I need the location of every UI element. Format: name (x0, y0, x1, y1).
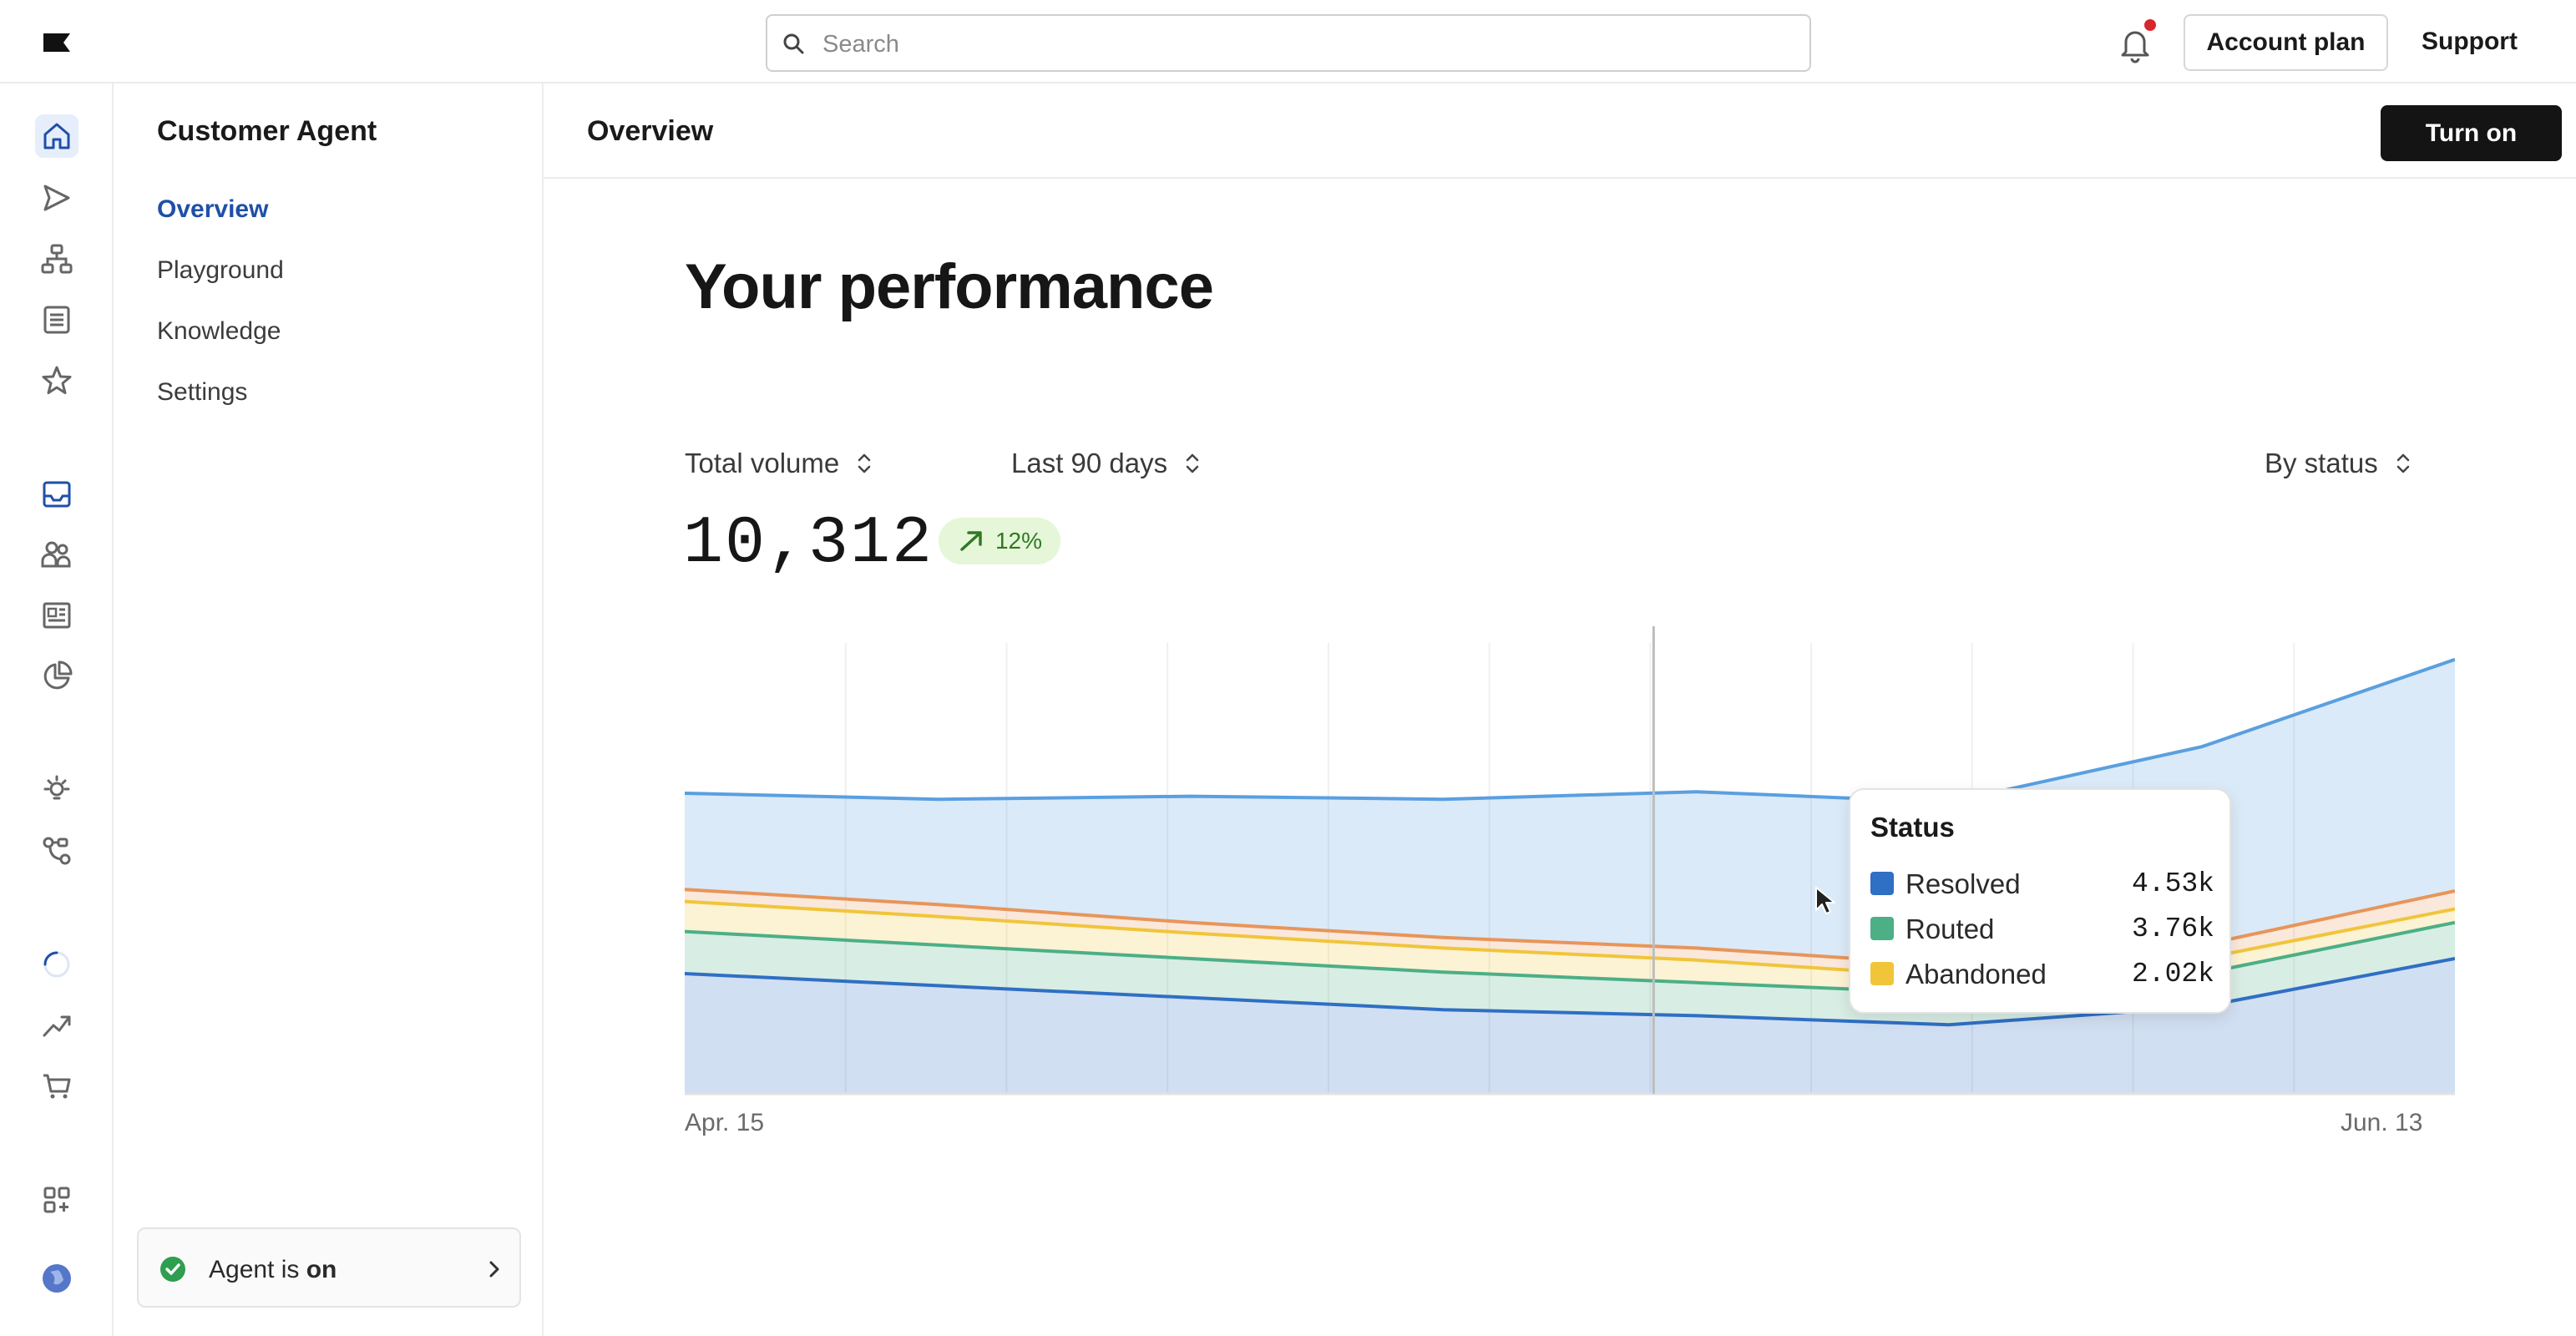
users-icon[interactable] (35, 533, 78, 576)
tooltip-value: 2.02k (2131, 959, 2214, 989)
tooltip-row-abandoned: Abandoned 2.02k (1870, 955, 2214, 992)
trend-up-icon (960, 531, 982, 551)
hierarchy-icon[interactable] (35, 237, 78, 281)
main-header: Overview Turn on (544, 84, 2576, 179)
tooltip-row-resolved: Resolved 4.53k (1870, 865, 2214, 902)
chevron-right-icon (489, 1261, 499, 1278)
metric-select-label: Total volume (685, 448, 840, 478)
home-icon[interactable] (35, 114, 78, 158)
metric-select[interactable]: Total volume (685, 448, 874, 479)
legend-swatch (1870, 872, 1894, 895)
nav-item-overview[interactable]: Overview (157, 195, 269, 223)
agent-status-card[interactable]: Agent is on (137, 1227, 521, 1308)
performance-heading: Your performance (685, 251, 1214, 322)
trend-icon[interactable] (35, 1004, 78, 1047)
group-select-label: By status (2265, 448, 2378, 478)
sort-chevrons-icon (858, 453, 871, 473)
star-icon[interactable] (35, 359, 78, 402)
x-tick-label-start: Apr. 15 (685, 1109, 765, 1136)
nav-item-playground[interactable]: Playground (157, 256, 284, 284)
page-title: Overview (587, 115, 714, 147)
loading-icon (35, 943, 78, 986)
lightbulb-icon[interactable] (35, 768, 78, 812)
legend-swatch (1870, 962, 1894, 985)
tooltip-value: 3.76k (2131, 913, 2214, 944)
workflow-icon[interactable] (35, 829, 78, 873)
pie-chart-icon[interactable] (35, 655, 78, 698)
range-select-label: Last 90 days (1011, 448, 1168, 478)
search-placeholder: Search (822, 31, 899, 58)
logo-flag-icon[interactable] (42, 32, 72, 53)
support-link[interactable]: Support (2422, 28, 2518, 55)
document-list-icon[interactable] (35, 298, 78, 342)
area-abandoned (685, 901, 2455, 994)
secondary-nav: Customer Agent Overview Playground Knowl… (114, 84, 544, 1336)
nav-item-settings[interactable]: Settings (157, 378, 248, 406)
search-input[interactable]: Search (766, 14, 1811, 72)
turn-on-button[interactable]: Turn on (2381, 105, 2562, 161)
send-icon[interactable] (35, 176, 78, 220)
sort-chevrons-icon (1186, 453, 1199, 473)
x-tick-label-end: Jun. 13 (2341, 1109, 2423, 1136)
icon-rail (0, 84, 114, 1336)
bell-icon[interactable] (2116, 23, 2154, 63)
tooltip-value: 4.53k (2131, 868, 2214, 899)
area-resolved (685, 959, 2455, 1094)
avatar-globe-icon[interactable] (35, 1257, 78, 1300)
total-volume-value: 10,312 (683, 506, 934, 582)
range-select[interactable]: Last 90 days (1011, 448, 1202, 479)
tooltip-row-routed: Routed 3.76k (1870, 910, 2214, 947)
section-title: Customer Agent (157, 115, 377, 147)
line-series-4 (684, 657, 2456, 804)
group-select[interactable]: By status (2265, 448, 2413, 479)
search-icon (783, 33, 804, 54)
notification-dot (2144, 19, 2156, 31)
mouse-cursor-icon (1815, 887, 1835, 914)
nav-item-knowledge[interactable]: Knowledge (157, 317, 281, 345)
apps-icon[interactable] (35, 1178, 78, 1222)
agent-status-text: Agent is on (209, 1256, 337, 1283)
change-badge: 12% (939, 518, 1060, 564)
cart-icon[interactable] (35, 1065, 78, 1108)
chart-tooltip: Status Resolved 4.53k Routed 3.76k Aband… (1849, 788, 2231, 1014)
check-circle-icon (160, 1257, 185, 1282)
tooltip-label: Abandoned (1905, 959, 2047, 989)
newspaper-icon[interactable] (35, 594, 78, 637)
account-plan-button[interactable]: Account plan (2184, 14, 2388, 71)
tooltip-title: Status (1870, 812, 1955, 843)
change-value: 12% (994, 528, 1043, 554)
top-bar: Search Account plan Support (0, 0, 2576, 84)
sort-chevrons-icon (2396, 453, 2409, 473)
legend-swatch (1870, 917, 1894, 940)
tooltip-label: Resolved (1905, 868, 2021, 899)
tooltip-label: Routed (1905, 913, 1995, 944)
inbox-icon[interactable] (35, 473, 78, 516)
